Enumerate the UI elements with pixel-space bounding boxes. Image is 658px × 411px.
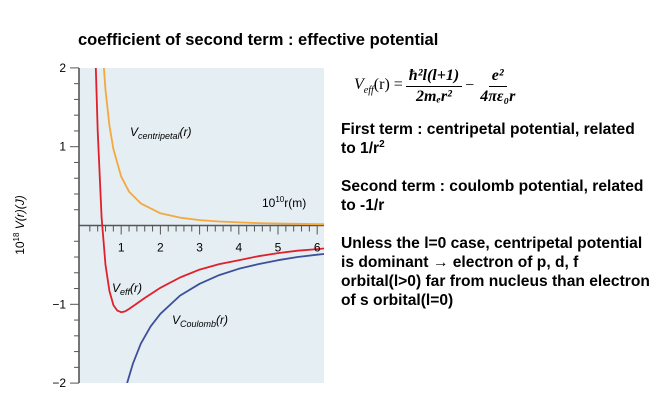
x-tick-label: 1 bbox=[118, 241, 125, 255]
x-tick-label: 2 bbox=[157, 241, 164, 255]
conclusion-note: Unless the l=0 case, centripetal potenti… bbox=[341, 235, 650, 309]
coulomb-label: VCoulomb(r) bbox=[172, 313, 228, 329]
effective-curve bbox=[94, 68, 324, 314]
first-term-note: First term : centripetal potential, rela… bbox=[341, 121, 635, 157]
slide-heading: coefficient of second term : effective p… bbox=[78, 31, 439, 49]
coulomb-fraction: e² 4πε₀r bbox=[477, 67, 518, 106]
formula-lhs: Veff(r) = bbox=[354, 75, 403, 97]
x-tick-label: 5 bbox=[275, 241, 282, 255]
y-tick-label: −2 bbox=[52, 376, 66, 390]
y-axis-label: 1018 V(r)(J) bbox=[12, 195, 27, 255]
explanation-notes: First term : centripetal potential, rela… bbox=[341, 120, 653, 329]
coulomb-denominator: 4πε₀r bbox=[480, 87, 516, 105]
x-tick-label: 4 bbox=[235, 241, 242, 255]
coulomb-numerator: e² bbox=[488, 67, 507, 87]
x-axis-label: 1010r(m) bbox=[262, 195, 306, 210]
centripetal-denominator: 2mₑr² bbox=[416, 87, 452, 105]
series-labels: Vcentripetal(r) Veff(r) VCoulomb(r) bbox=[112, 125, 228, 329]
centripetal-label: Vcentripetal(r) bbox=[130, 125, 192, 141]
axis-ticks bbox=[70, 67, 318, 384]
effective-label: Veff(r) bbox=[112, 281, 142, 297]
y-tick-label: −1 bbox=[52, 297, 66, 311]
tick-labels: 1 2 3 4 5 6 2 1 −1 −2 bbox=[52, 61, 321, 390]
centripetal-curve bbox=[102, 68, 324, 226]
coulomb-curve bbox=[126, 253, 324, 383]
y-tick-label: 2 bbox=[59, 61, 66, 75]
curves bbox=[94, 68, 324, 383]
y-tick-label: 1 bbox=[59, 140, 66, 154]
centripetal-numerator: ħ²l(l+1) bbox=[405, 67, 463, 87]
formula-minus: − bbox=[465, 77, 475, 94]
effective-potential-formula: Veff(r) = ħ²l(l+1) 2mₑr² − e² 4πε₀r bbox=[354, 62, 521, 110]
second-term-note: Second term : coulomb potential, related… bbox=[341, 178, 644, 214]
x-tick-label: 3 bbox=[196, 241, 203, 255]
centripetal-fraction: ħ²l(l+1) 2mₑr² bbox=[405, 67, 463, 106]
x-tick-label: 6 bbox=[314, 241, 321, 255]
